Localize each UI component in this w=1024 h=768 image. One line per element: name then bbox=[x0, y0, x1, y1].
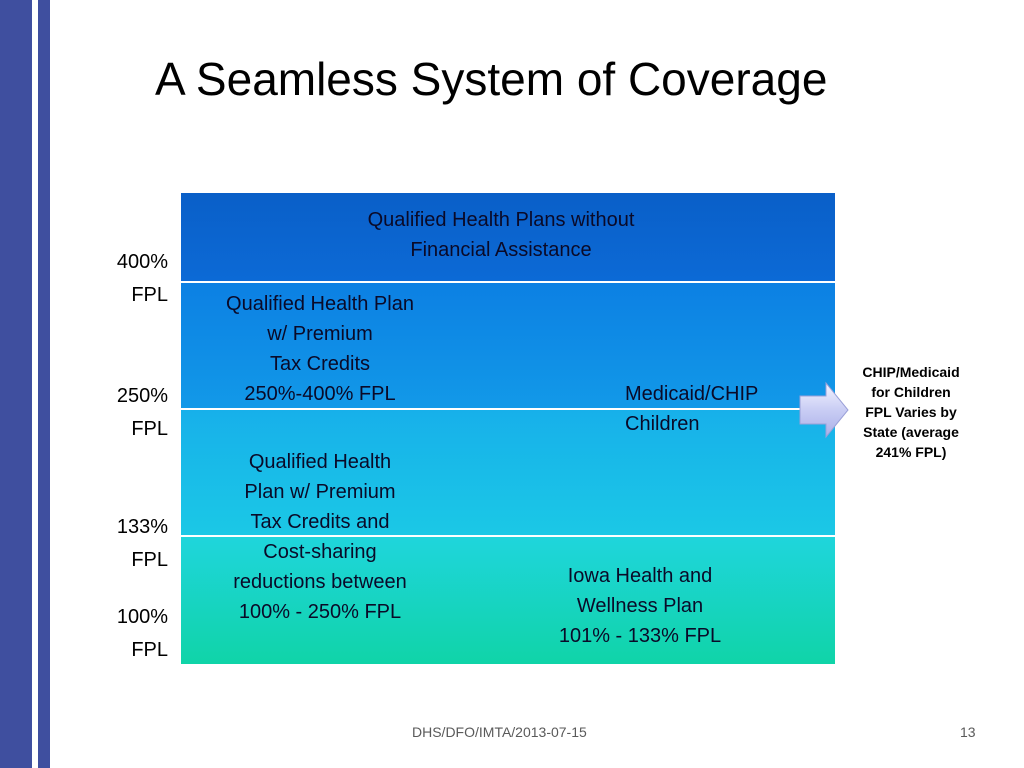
ylabel-133-pct: 133% bbox=[116, 516, 168, 538]
ylabel-100-fpl: FPL bbox=[131, 639, 168, 661]
box-qhp-cost-sharing: Qualified Health Plan w/ Premium Tax Cre… bbox=[191, 447, 449, 627]
box-line: Financial Assistance bbox=[410, 239, 592, 261]
ylabel-250-fpl: FPL bbox=[131, 418, 168, 440]
ylabel-100-pct: 100% bbox=[116, 606, 168, 628]
ylabel-133: 133% FPL bbox=[88, 511, 168, 577]
ylabel-133-fpl: FPL bbox=[131, 549, 168, 571]
box-line: 101% - 133% FPL bbox=[558, 625, 722, 647]
side-bar-narrow bbox=[38, 0, 50, 768]
callout-line: 241% FPL) bbox=[875, 444, 947, 460]
band-250-400 bbox=[181, 283, 835, 408]
callout-line: State (average bbox=[863, 424, 959, 440]
ylabel-400-pct: 400% bbox=[116, 251, 168, 273]
callout-line: CHIP/Medicaid bbox=[862, 364, 960, 380]
chip-medicaid-callout: CHIP/Medicaid for Children FPL Varies by… bbox=[846, 362, 976, 462]
box-line: 100% - 250% FPL bbox=[238, 601, 402, 623]
box-line: Tax Credits bbox=[269, 353, 371, 375]
slide-title: A Seamless System of Coverage bbox=[155, 53, 828, 105]
coverage-diagram: Qualified Health Plans without Financial… bbox=[181, 193, 835, 664]
box-line: Medicaid/CHIP bbox=[625, 383, 759, 405]
box-line: Iowa Health and bbox=[567, 565, 713, 587]
callout-line: FPL Varies by bbox=[865, 404, 957, 420]
box-line: Qualified Health Plans without bbox=[367, 209, 635, 231]
box-line: 250%-400% FPL bbox=[244, 383, 396, 405]
ylabel-250: 250% FPL bbox=[88, 380, 168, 446]
slide-footer: DHS/DFO/IMTA/2013-07-15 bbox=[412, 724, 587, 740]
box-line: Qualified Health bbox=[248, 451, 392, 473]
band-qhp-no-assistance bbox=[181, 193, 835, 281]
box-line: Tax Credits and bbox=[250, 511, 390, 533]
box-line: Wellness Plan bbox=[576, 595, 704, 617]
ylabel-400: 400% FPL bbox=[88, 246, 168, 312]
side-bar-wide bbox=[0, 0, 32, 768]
ylabel-250-pct: 250% bbox=[116, 385, 168, 407]
right-arrow-icon bbox=[799, 381, 849, 439]
box-iowa-health-wellness: Iowa Health and Wellness Plan 101% - 133… bbox=[509, 561, 771, 651]
ylabel-400-fpl: FPL bbox=[131, 284, 168, 306]
box-line: reductions between bbox=[233, 571, 407, 593]
ylabel-100: 100% FPL bbox=[88, 601, 168, 667]
box-medicaid-chip-children: Medicaid/CHIP Children bbox=[625, 379, 825, 439]
box-line: Cost-sharing bbox=[263, 541, 377, 563]
box-qhp-no-assistance: Qualified Health Plans without Financial… bbox=[301, 205, 701, 265]
page-number: 13 bbox=[960, 724, 976, 740]
box-qhp-premium-tax-credits: Qualified Health Plan w/ Premium Tax Cre… bbox=[191, 289, 449, 409]
box-line: Qualified Health Plan bbox=[226, 293, 414, 315]
box-line: w/ Premium bbox=[267, 323, 373, 345]
band-133-250 bbox=[181, 410, 835, 535]
box-line: Children bbox=[625, 413, 700, 435]
box-line: Plan w/ Premium bbox=[244, 481, 396, 503]
callout-line: for Children bbox=[871, 384, 951, 400]
band-100-133 bbox=[181, 537, 835, 664]
